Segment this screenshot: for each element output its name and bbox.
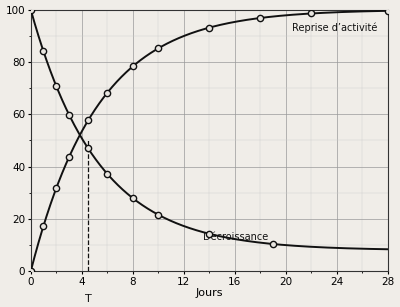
Text: Décroissance: Décroissance [203,232,268,242]
X-axis label: Jours: Jours [196,288,223,298]
Text: T: T [85,293,92,304]
Text: Reprise d’activité: Reprise d’activité [292,23,378,33]
